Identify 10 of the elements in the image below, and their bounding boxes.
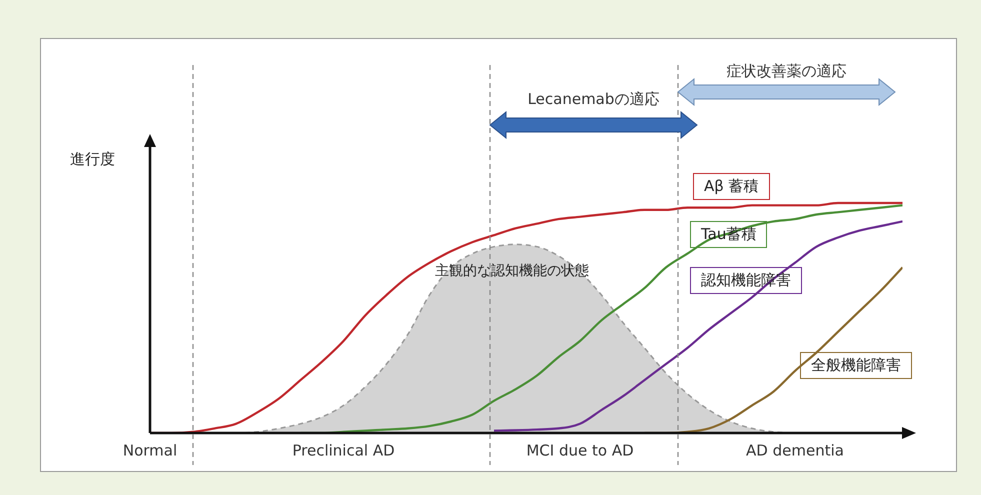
x-tick-label: AD dementia	[746, 442, 844, 460]
text: 症状改善薬の適応	[726, 62, 848, 81]
y-axis-title: 進行度	[70, 150, 115, 169]
x-tick-label: Preclinical AD	[292, 442, 395, 460]
x-tick-label: Normal	[122, 442, 178, 460]
x-tick-label: MCI due to AD	[526, 442, 634, 460]
text: Lecanemabの適応	[526, 90, 660, 109]
series-label: 全般機能障害	[800, 352, 912, 379]
series-label: Aβ 蓄積	[693, 173, 770, 200]
series-label: 主観的な認知機能の状態	[434, 262, 590, 280]
